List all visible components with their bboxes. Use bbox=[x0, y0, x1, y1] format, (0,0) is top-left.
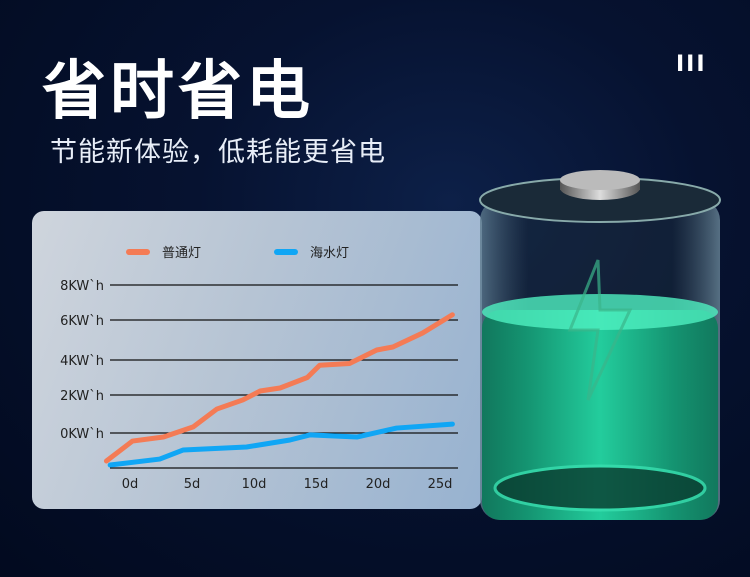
page-subtitle: 节能新体验，低耗能更省电 bbox=[50, 137, 386, 168]
series-line-seawater bbox=[107, 421, 455, 468]
energy-chart-card: 8KW`h 6KW`h 4KW`h 2KW`h 0KW`h 0d 5d 10d 15d 20d 25… bbox=[32, 211, 482, 509]
x-tick-label: 0d bbox=[122, 477, 139, 492]
battery-liquid bbox=[482, 310, 718, 520]
x-tick-label: 15d bbox=[304, 477, 329, 492]
battery-illustration bbox=[479, 170, 721, 520]
lightning-icon bbox=[567, 259, 633, 401]
y-tick-label: 6KW`h bbox=[60, 314, 104, 329]
energy-line-chart: 8KW`h 6KW`h 4KW`h 2KW`h 0KW`h 0d 5d 10d 15d 20d 25… bbox=[60, 246, 458, 492]
series-line-ordinary bbox=[103, 312, 455, 464]
y-tick-label: 8KW`h bbox=[60, 279, 104, 294]
x-tick-label: 25d bbox=[428, 477, 453, 492]
legend-label: 普通灯 bbox=[162, 246, 201, 261]
menu-icon[interactable]: III bbox=[676, 52, 707, 77]
legend-label: 海水灯 bbox=[310, 246, 349, 261]
x-tick-label: 20d bbox=[366, 477, 391, 492]
y-tick-label: 4KW`h bbox=[60, 354, 104, 369]
y-tick-label: 0KW`h bbox=[60, 427, 104, 442]
x-tick-label: 10d bbox=[242, 477, 267, 492]
x-tick-label: 5d bbox=[184, 477, 201, 492]
page-title: 省时省电 bbox=[42, 55, 314, 129]
y-tick-label: 2KW`h bbox=[60, 389, 104, 404]
